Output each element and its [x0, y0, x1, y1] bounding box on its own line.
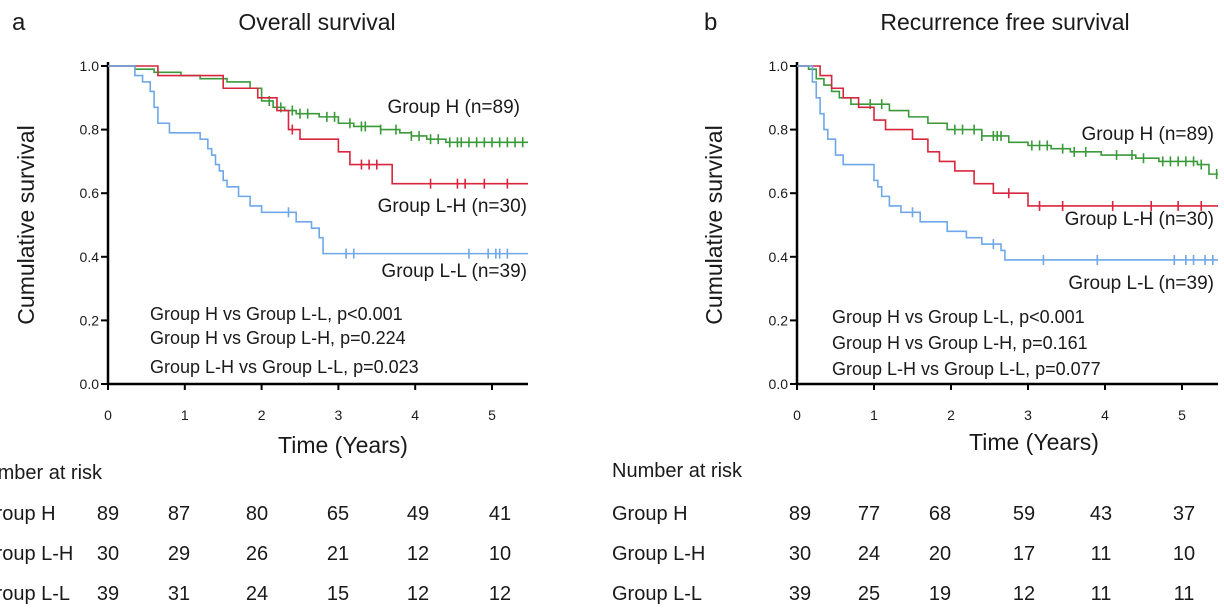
- series-label: Group L-L (n=39): [381, 261, 527, 282]
- risk-cell: 89: [789, 503, 811, 525]
- panel-letter: b: [704, 9, 717, 36]
- x-tick-label: 3: [335, 407, 343, 423]
- pvalue-text: Group H vs Group L-L, p<0.001: [832, 307, 1085, 327]
- risk-cell: 25: [858, 583, 880, 605]
- y-tick-label: 0.4: [769, 249, 789, 265]
- x-tick-label: 2: [947, 407, 955, 423]
- risk-cell: 15: [327, 583, 349, 605]
- risk-cell: 30: [789, 543, 811, 565]
- risk-cell: 89: [97, 503, 119, 525]
- risk-cell: 12: [407, 543, 429, 565]
- risk-table-title: Number at risk: [612, 460, 743, 482]
- risk-cell: 80: [246, 503, 268, 525]
- x-tick-label: 1: [181, 407, 189, 423]
- survival-curve-0: [797, 65, 1218, 175]
- risk-cell: 65: [327, 503, 349, 525]
- risk-row-label: Group L-H: [0, 543, 73, 565]
- y-tick-label: 0.6: [80, 185, 100, 201]
- x-tick-label: 0: [793, 407, 801, 423]
- risk-cell: 59: [1013, 503, 1035, 525]
- risk-row-label: Group L-L: [0, 583, 70, 605]
- survival-curve-1: [108, 65, 528, 185]
- x-tick-label: 1: [870, 407, 878, 423]
- y-tick-label: 0.2: [769, 312, 789, 328]
- x-tick-label: 0: [104, 407, 112, 423]
- x-tick-label: 5: [1178, 407, 1186, 423]
- risk-cell: 21: [327, 543, 349, 565]
- risk-row-label: Group H: [612, 503, 688, 525]
- risk-cell: 31: [168, 583, 190, 605]
- x-tick-label: 2: [258, 407, 266, 423]
- x-tick-label: 4: [1101, 407, 1109, 423]
- risk-cell: 68: [929, 503, 951, 525]
- risk-cell: 39: [789, 583, 811, 605]
- risk-cell: 12: [407, 583, 429, 605]
- series-label: Group L-L (n=39): [1068, 273, 1214, 294]
- series-label: Group H (n=89): [1081, 124, 1214, 145]
- y-tick-label: 0.6: [769, 185, 789, 201]
- series-label: Group L-H (n=30): [1065, 209, 1214, 230]
- risk-cell: 12: [489, 583, 511, 605]
- risk-cell: 11: [1091, 583, 1112, 605]
- y-tick-label: 1.0: [80, 58, 100, 74]
- risk-cell: 26: [246, 543, 268, 565]
- survival-curve-1: [797, 65, 1218, 207]
- risk-cell: 10: [1173, 543, 1195, 565]
- x-tick-label: 4: [411, 407, 419, 423]
- risk-cell: 11: [1091, 543, 1112, 565]
- risk-cell: 20: [929, 543, 951, 565]
- y-tick-label: 0.2: [80, 312, 100, 328]
- risk-cell: 19: [929, 583, 951, 605]
- x-tick-label: 5: [488, 407, 496, 423]
- risk-cell: 41: [489, 503, 511, 525]
- risk-cell: 29: [168, 543, 190, 565]
- risk-cell: 43: [1090, 503, 1112, 525]
- risk-row-label: Group L-H: [612, 543, 705, 565]
- survival-curve-2: [108, 65, 528, 255]
- pvalue-text: Group L-H vs Group L-L, p=0.023: [150, 357, 419, 377]
- y-tick-label: 0.0: [769, 376, 789, 392]
- risk-row-label: Group L-L: [612, 583, 702, 605]
- panel-letter: a: [12, 9, 26, 36]
- y-tick-label: 0.0: [80, 376, 100, 392]
- y-tick-label: 0.8: [769, 122, 789, 138]
- risk-cell: 10: [489, 543, 511, 565]
- risk-cell: 39: [97, 583, 119, 605]
- x-tick-label: 3: [1024, 407, 1032, 423]
- chart-title: Overall survival: [238, 9, 395, 35]
- risk-cell: 30: [97, 543, 119, 565]
- risk-cell: 77: [858, 503, 880, 525]
- risk-cell: 17: [1013, 543, 1035, 565]
- y-tick-label: 0.8: [80, 122, 100, 138]
- y-tick-label: 1.0: [769, 58, 789, 74]
- x-axis-label: Time (Years): [969, 429, 1099, 455]
- risk-cell: 24: [246, 583, 268, 605]
- pvalue-text: Group L-H vs Group L-L, p=0.077: [832, 359, 1101, 379]
- risk-cell: 12: [1013, 583, 1035, 605]
- y-axis-label: Cumulative survival: [701, 125, 727, 324]
- y-axis-label: Cumulative survival: [13, 125, 39, 324]
- series-label: Group H (n=89): [387, 97, 520, 118]
- pvalue-text: Group H vs Group L-L, p<0.001: [150, 304, 403, 324]
- pvalue-text: Group H vs Group L-H, p=0.224: [150, 328, 406, 348]
- risk-cell: 49: [407, 503, 429, 525]
- chart-title: Recurrence free survival: [880, 9, 1129, 35]
- risk-cell: 87: [168, 503, 190, 525]
- risk-cell: 11: [1174, 583, 1195, 605]
- survival-curve-2: [797, 65, 1218, 261]
- y-tick-label: 0.4: [80, 249, 100, 265]
- risk-table-title: Number at risk: [0, 462, 103, 484]
- x-axis-label: Time (Years): [278, 432, 408, 458]
- risk-cell: 24: [858, 543, 880, 565]
- risk-cell: 37: [1173, 503, 1195, 525]
- pvalue-text: Group H vs Group L-H, p=0.161: [832, 333, 1088, 353]
- series-label: Group L-H (n=30): [378, 196, 527, 217]
- risk-row-label: Group H: [0, 503, 56, 525]
